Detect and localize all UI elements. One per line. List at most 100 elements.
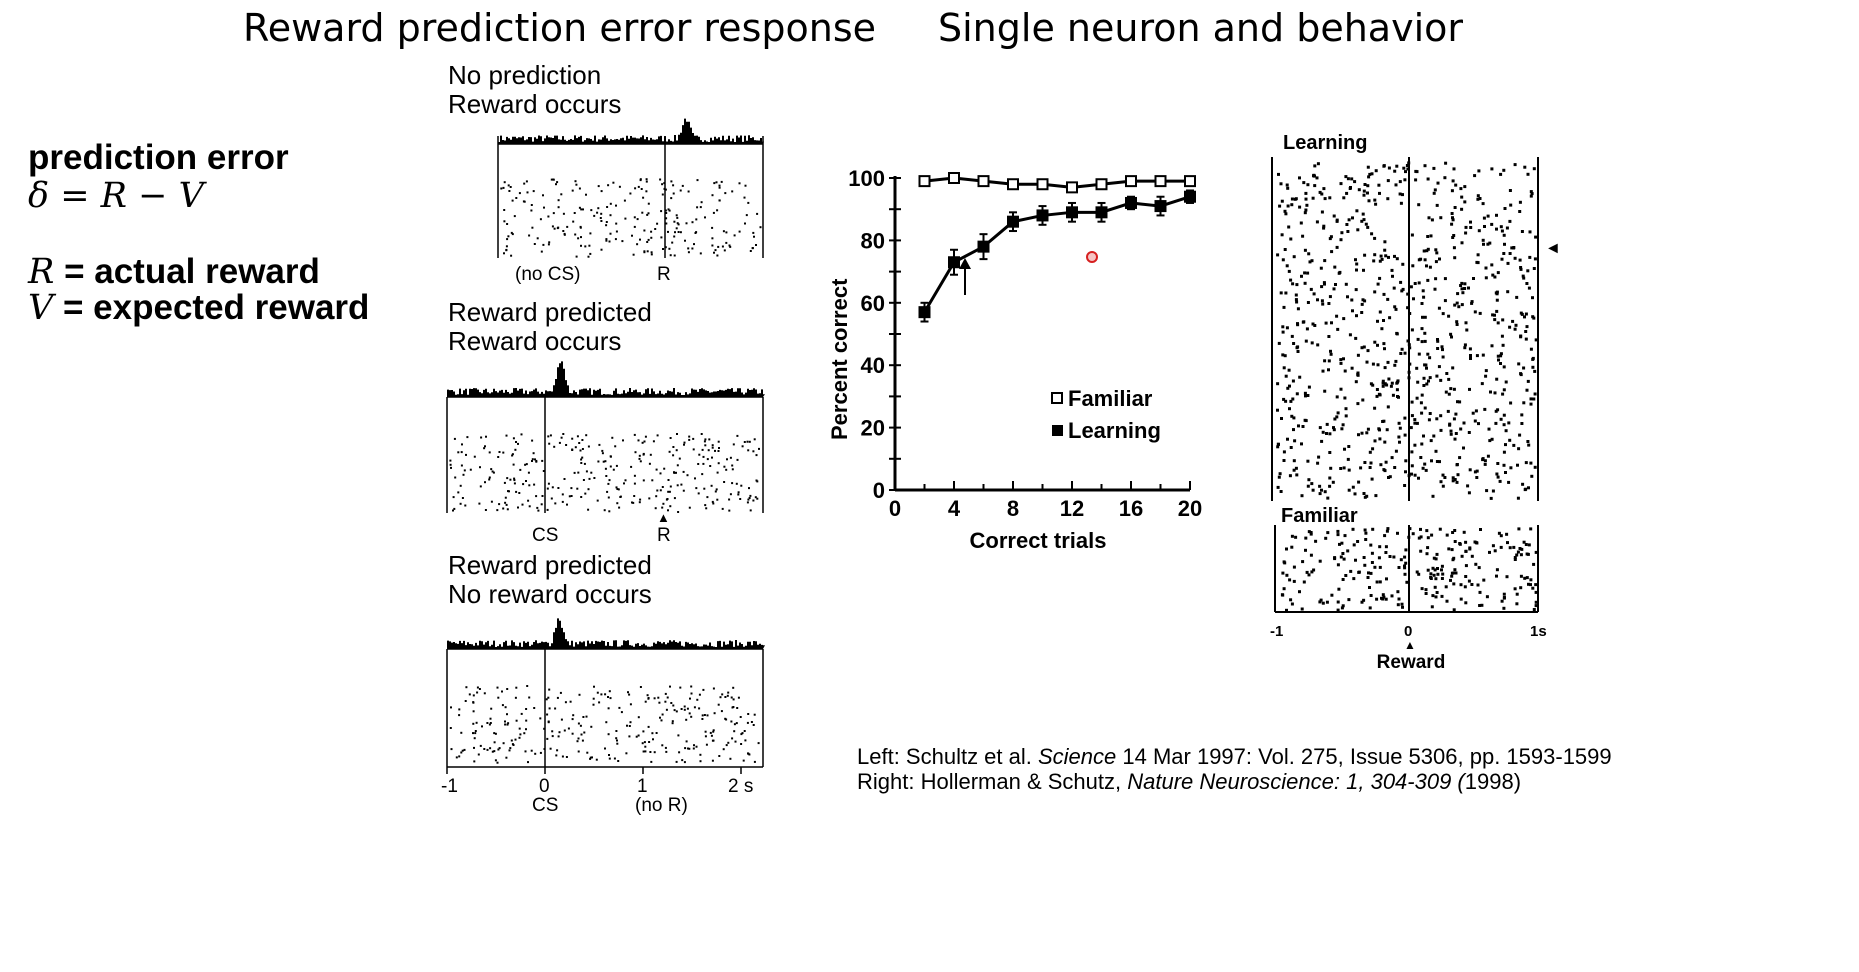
spike-dot — [1495, 568, 1499, 572]
spike-dot — [1511, 319, 1515, 323]
spike-dot — [1310, 341, 1314, 345]
spike-dot — [1481, 202, 1485, 206]
spike-dot — [1512, 443, 1516, 447]
spike-dot — [1502, 423, 1506, 427]
spike-dot — [1423, 339, 1427, 343]
spike-dot — [1512, 545, 1516, 549]
spike-dot — [731, 464, 734, 467]
spike-dot — [721, 693, 724, 696]
spike-dot — [1476, 253, 1480, 257]
spike-dot — [1453, 256, 1457, 260]
spike-dot — [1366, 349, 1370, 353]
spike-dot — [1409, 285, 1413, 289]
spike-dot — [1349, 569, 1353, 573]
spike-dot — [1282, 305, 1286, 309]
data-point-familiar — [1036, 178, 1049, 191]
spike-dot — [679, 686, 682, 689]
spike-dot — [1330, 250, 1334, 254]
spike-dot — [1383, 248, 1387, 252]
spike-dot — [1529, 583, 1532, 587]
spike-dot — [759, 226, 762, 229]
spike-dot — [756, 212, 759, 215]
spike-dot — [1395, 257, 1399, 261]
spike-dot — [661, 744, 664, 747]
spike-dot — [1280, 417, 1283, 420]
spike-dot — [672, 454, 675, 457]
spike-dot — [1362, 345, 1366, 349]
spike-dot — [507, 235, 510, 238]
spike-dot — [625, 752, 628, 755]
spike-dot — [563, 233, 566, 236]
spike-dot — [1328, 484, 1332, 488]
data-point-learning — [1066, 206, 1078, 219]
spike-dot — [1516, 496, 1520, 500]
panel1-raster — [497, 118, 764, 258]
spike-dot — [1369, 543, 1373, 547]
spike-dot — [1519, 553, 1523, 557]
spike-dot — [1463, 185, 1467, 189]
spike-dot — [711, 759, 714, 762]
panel2-reward-arrow: ▲ — [657, 510, 670, 525]
spike-dot — [531, 460, 533, 462]
spike-dot — [1526, 269, 1530, 273]
spike-dot — [1373, 253, 1377, 257]
spike-dot — [533, 243, 536, 245]
spike-dot — [1401, 193, 1404, 197]
spike-dot — [673, 235, 676, 238]
spike-dot — [679, 231, 682, 234]
spike-dot — [1320, 210, 1324, 214]
spike-dot — [1353, 492, 1357, 496]
spike-dot — [1502, 606, 1506, 610]
panel3-raster — [446, 618, 765, 774]
spike-dot — [475, 721, 478, 724]
spike-dot — [617, 488, 620, 491]
spike-dot — [1316, 162, 1320, 166]
data-point-familiar — [1125, 175, 1137, 188]
spike-dot — [1521, 482, 1525, 486]
spike-dot — [510, 254, 513, 257]
spike-dot — [1440, 564, 1444, 568]
spike-dot — [749, 509, 752, 512]
spike-dot — [720, 710, 723, 713]
spike-dot — [1295, 300, 1299, 304]
spike-dot — [1451, 236, 1455, 239]
spike-dot — [684, 239, 686, 242]
spike-dot — [693, 744, 695, 747]
spike-dot — [1471, 411, 1475, 415]
data-point-learning — [918, 306, 931, 319]
spike-dot — [1410, 450, 1414, 454]
spike-dot — [1395, 388, 1399, 392]
raster-tick-neg1: -1 — [1270, 623, 1283, 640]
spike-dot — [1406, 339, 1410, 343]
spike-dot — [474, 732, 477, 735]
spike-dot — [548, 241, 551, 244]
spike-dot — [661, 183, 664, 186]
spike-dot — [1453, 303, 1457, 307]
spike-dot — [704, 438, 707, 441]
spike-dot — [1500, 599, 1504, 603]
spike-dot — [497, 456, 500, 458]
spike-dot — [659, 472, 662, 475]
spike-dot — [726, 458, 728, 461]
spike-dot — [1399, 352, 1403, 355]
spike-dot — [1417, 203, 1421, 207]
spike-dot — [1319, 266, 1323, 270]
spike-dot — [1364, 538, 1368, 541]
spike-dot — [552, 212, 555, 215]
spike-dot — [1381, 420, 1385, 423]
spike-dot — [519, 468, 522, 471]
spike-dot — [1524, 337, 1528, 341]
spike-dot — [704, 735, 707, 738]
spike-dot — [1366, 165, 1370, 169]
spike-dot — [1369, 594, 1373, 597]
spike-dot — [1499, 354, 1503, 358]
spike-dot — [628, 735, 631, 738]
spike-dot — [556, 181, 559, 184]
spike-dot — [648, 741, 651, 743]
spike-dot — [560, 718, 563, 721]
spike-dot — [711, 456, 713, 459]
spike-dot — [540, 250, 543, 253]
spike-dot — [1518, 210, 1522, 213]
spike-dot — [1488, 241, 1492, 245]
spike-dot — [1432, 191, 1436, 195]
